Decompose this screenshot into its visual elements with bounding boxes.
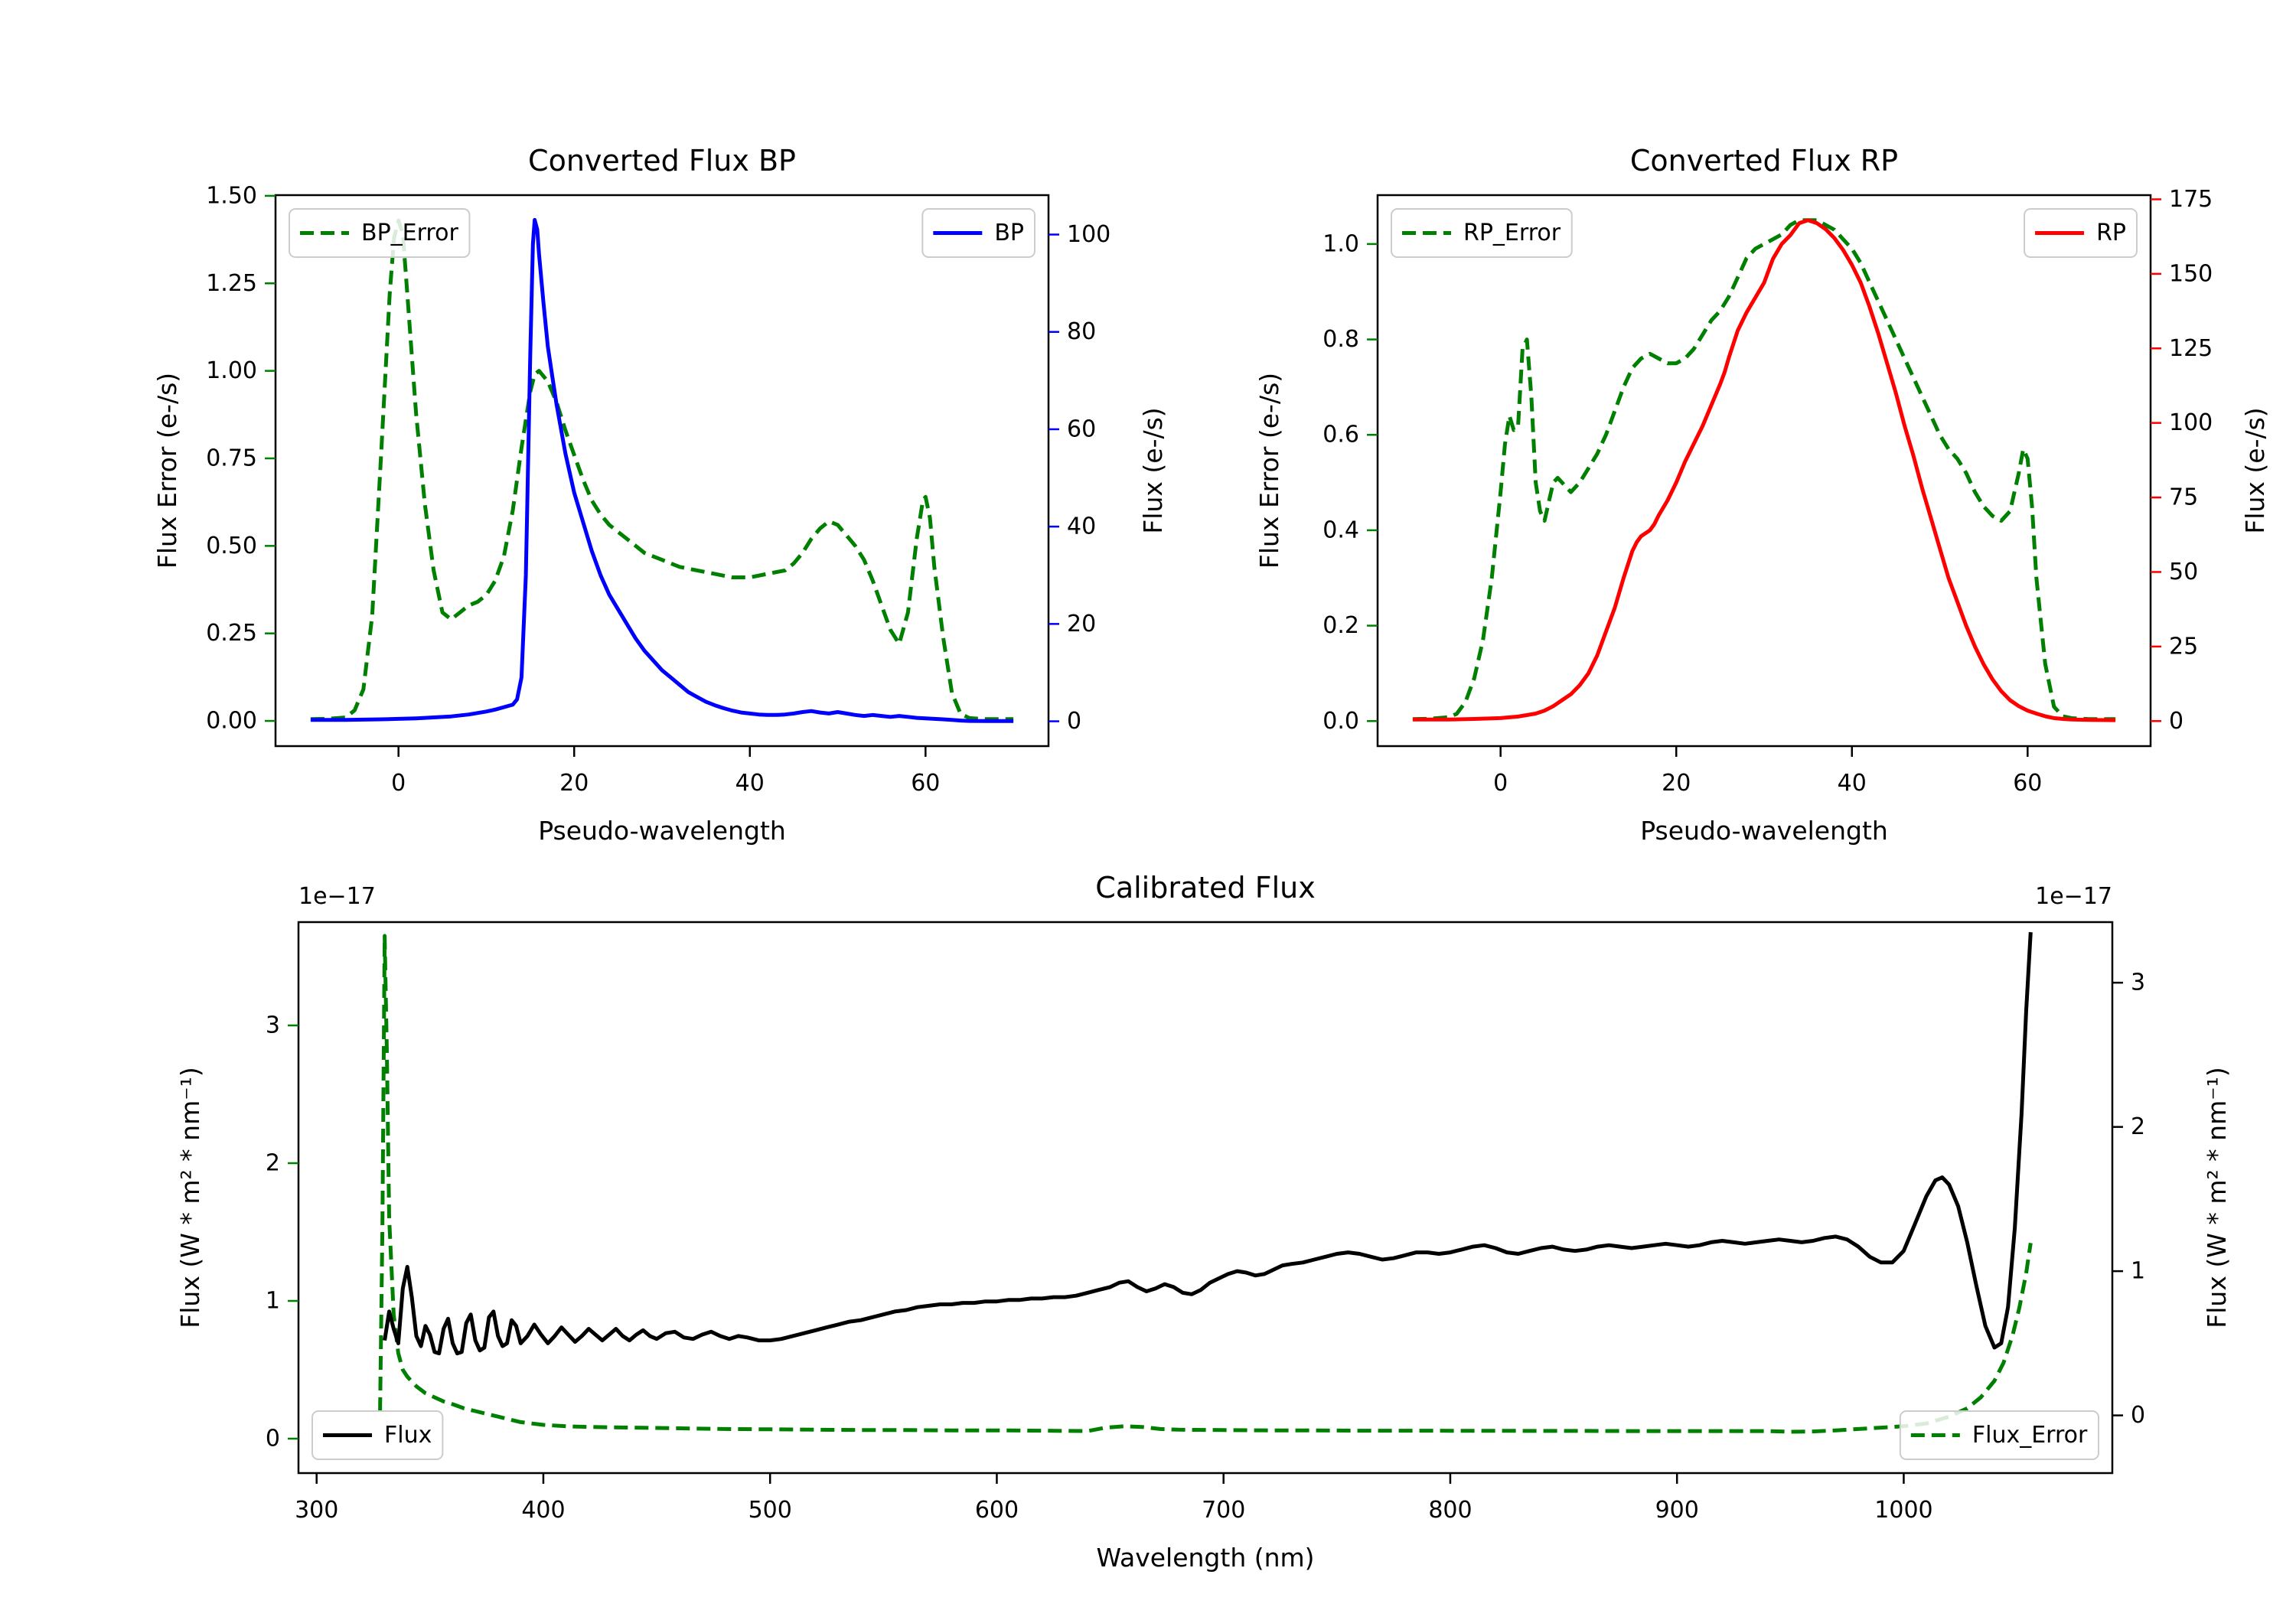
x-tick-label: 0 xyxy=(1493,770,1508,797)
x-tick-label: 40 xyxy=(1838,770,1867,797)
left-y-tick-label: 2 xyxy=(266,1150,280,1177)
x-tick-label: 600 xyxy=(975,1497,1019,1524)
x-tick-label: 900 xyxy=(1655,1497,1699,1524)
left-y-tick-label: 1.0 xyxy=(1322,230,1359,257)
x-tick-label: 20 xyxy=(1662,770,1691,797)
right-y-tick-label: 0 xyxy=(2169,708,2183,735)
left-y-tick-label: 1 xyxy=(266,1288,280,1315)
legend-Flux: Flux xyxy=(311,1410,444,1460)
x-axis-label: Pseudo-wavelength xyxy=(538,816,786,846)
series-line-BP_Error xyxy=(310,218,1014,722)
chart-title: Converted Flux RP xyxy=(1630,144,1898,178)
right-y-tick-label: 75 xyxy=(2169,484,2198,511)
right-y-tick-label: 150 xyxy=(2169,260,2213,287)
right-y-tick-label: 0 xyxy=(1067,708,1081,735)
chart-title: Calibrated Flux xyxy=(1095,871,1315,905)
left-axis-label: Flux (W * m² * nm⁻¹) xyxy=(175,1067,205,1328)
right-y-tick-label: 125 xyxy=(2169,335,2213,362)
left-axis-label: Flux Error (e-/s) xyxy=(152,373,182,569)
left-y-tick-label: 0 xyxy=(266,1426,280,1452)
x-axis-label: Pseudo-wavelength xyxy=(1640,816,1888,846)
legend-frame xyxy=(311,1410,444,1460)
right-y-tick-label: 60 xyxy=(1067,416,1096,442)
left-y-tick-label: 0.50 xyxy=(206,533,257,559)
left-y-tick-label: 0.6 xyxy=(1322,422,1359,448)
plot-frame xyxy=(297,921,2114,1475)
right-y-tick-label: 1 xyxy=(2131,1258,2145,1285)
legend-label: RP_Error xyxy=(1463,220,1561,246)
legend-frame xyxy=(289,208,471,258)
legend-label: Flux xyxy=(384,1422,432,1449)
legend-BP: BP xyxy=(921,208,1035,258)
legend-frame xyxy=(1899,1410,2099,1460)
right-y-tick-label: 20 xyxy=(1067,611,1096,637)
chart-rp: 0 20 40 60 0.0 0.2 0.4 0.6 0.8 1.0 Flux Error (e-/… xyxy=(1254,144,2270,846)
legend-label: Flux_Error xyxy=(1972,1422,2088,1449)
x-tick-label: 1000 xyxy=(1874,1497,1932,1524)
legend-frame xyxy=(1391,208,1573,258)
left-y-tick-label: 1.25 xyxy=(206,270,257,297)
left-y-tick-label: 0.2 xyxy=(1322,612,1359,639)
x-tick-label: 700 xyxy=(1202,1497,1245,1524)
left-y-tick-label: 0.25 xyxy=(206,620,257,647)
left-y-tick-label: 3 xyxy=(266,1012,280,1039)
legend-RP: RP xyxy=(2024,208,2138,258)
x-tick-label: 800 xyxy=(1428,1497,1472,1524)
right-y-tick-label: 100 xyxy=(2169,409,2213,436)
right-y-tick-label: 175 xyxy=(2169,186,2213,213)
series-line-Flux xyxy=(383,932,2033,1356)
legend-label: BP_Error xyxy=(361,220,458,246)
right-y-tick-label: 2 xyxy=(2131,1113,2145,1140)
legend-BP_Error: BP_Error xyxy=(289,208,471,258)
chart-calibrated: 300 400 500 600 700 800 900 1000 0 1 2 3 Flux (W * m… xyxy=(175,871,2232,1573)
legend-label: RP xyxy=(2096,220,2126,246)
left-offset-text: 1e−17 xyxy=(298,883,376,910)
legend-RP_Error: RP_Error xyxy=(1391,208,1573,258)
right-offset-text: 1e−17 xyxy=(2035,883,2112,910)
x-tick-label: 40 xyxy=(735,770,765,797)
x-tick-label: 300 xyxy=(295,1497,338,1524)
right-axis-label: Flux (W * m² * nm⁻¹) xyxy=(2202,1067,2232,1328)
plot-frame xyxy=(274,194,1050,748)
x-axis-label: Wavelength (nm) xyxy=(1096,1543,1314,1573)
right-y-tick-label: 100 xyxy=(1067,221,1110,248)
x-tick-label: 20 xyxy=(559,770,589,797)
right-y-tick-label: 0 xyxy=(2131,1402,2145,1429)
legend-label: BP xyxy=(994,220,1024,246)
right-y-tick-label: 80 xyxy=(1067,318,1096,345)
x-tick-label: 60 xyxy=(911,770,940,797)
left-y-tick-label: 0.4 xyxy=(1322,517,1359,543)
left-y-tick-label: 0.0 xyxy=(1322,708,1359,735)
left-y-tick-label: 0.00 xyxy=(206,708,257,735)
right-axis-label: Flux (e-/s) xyxy=(1138,407,1168,533)
right-y-tick-label: 3 xyxy=(2131,970,2145,996)
right-y-tick-label: 40 xyxy=(1067,513,1096,540)
series-line-BP xyxy=(310,217,1014,723)
series-line-RP xyxy=(1412,218,2116,722)
plot-frame xyxy=(1376,194,2152,748)
x-tick-label: 0 xyxy=(391,770,406,797)
right-y-tick-label: 25 xyxy=(2169,633,2198,660)
x-tick-label: 60 xyxy=(2013,770,2042,797)
chart-title: Converted Flux BP xyxy=(528,144,796,178)
right-y-tick-label: 50 xyxy=(2169,559,2198,585)
chart-bp: 0 20 40 60 0.00 0.25 0.50 0.75 1.00 1.25 1.50 Flux … xyxy=(152,144,1168,846)
x-tick-label: 500 xyxy=(748,1497,792,1524)
left-y-tick-label: 0.75 xyxy=(206,445,257,471)
x-tick-label: 400 xyxy=(521,1497,565,1524)
series-line-Flux_Error xyxy=(378,934,2033,1434)
left-y-tick-label: 1.50 xyxy=(206,182,257,209)
legend-Flux_Error: Flux_Error xyxy=(1899,1410,2099,1460)
left-axis-label: Flux Error (e-/s) xyxy=(1254,373,1284,569)
right-axis-label: Flux (e-/s) xyxy=(2240,407,2270,533)
series-line-RP_Error xyxy=(1412,218,2116,722)
left-y-tick-label: 0.8 xyxy=(1322,326,1359,353)
left-y-tick-label: 1.00 xyxy=(206,357,257,384)
